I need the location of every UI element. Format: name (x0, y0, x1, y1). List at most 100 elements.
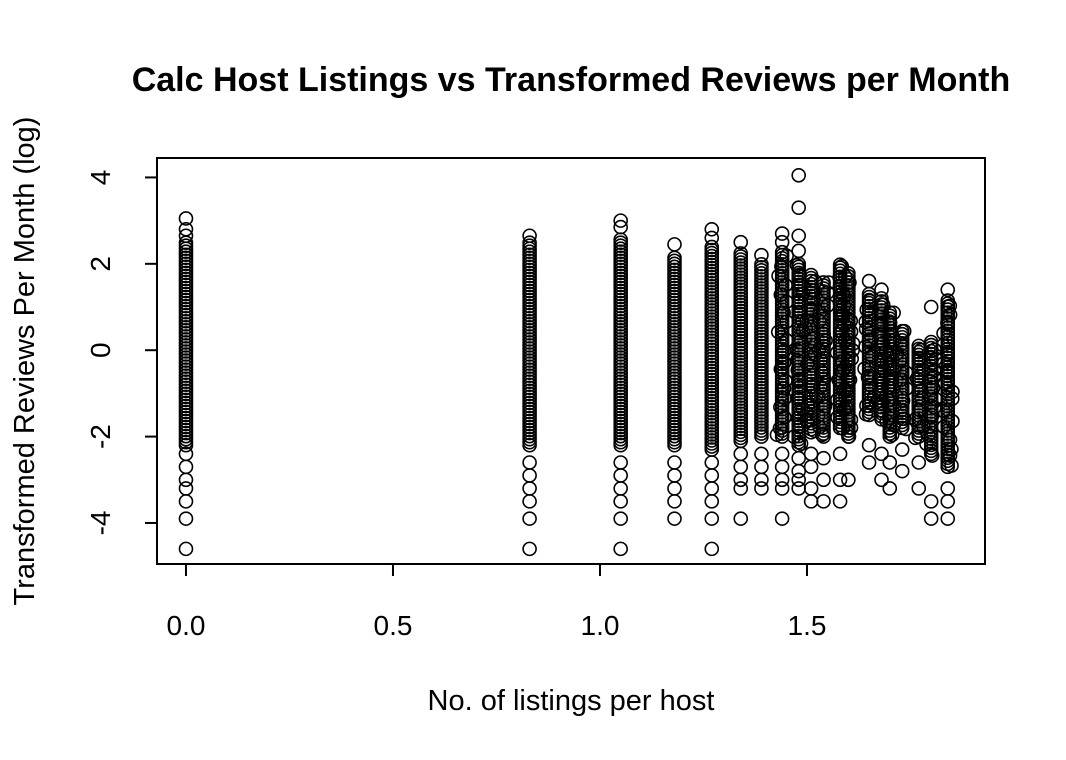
data-point (944, 441, 959, 457)
data-point (779, 248, 794, 264)
data-point (940, 511, 956, 526)
data-point (774, 472, 790, 488)
x-axis-label: No. of listings per host (428, 685, 715, 717)
data-point (704, 494, 720, 509)
data-point (940, 346, 955, 362)
data-point (667, 494, 682, 509)
data-point (843, 420, 859, 435)
data-point (754, 459, 769, 475)
data-point (799, 414, 815, 429)
data-point (836, 361, 852, 377)
data-point (613, 219, 628, 235)
data-point (874, 291, 889, 306)
data-point (836, 307, 851, 322)
data-point (816, 450, 831, 466)
data-point (613, 455, 628, 470)
data-point (945, 384, 960, 400)
data-point (754, 247, 769, 263)
y-tick-label: 0 (85, 342, 116, 358)
x-tick-label: 1.5 (788, 610, 827, 641)
data-point (774, 446, 790, 462)
data-point (178, 511, 194, 526)
data-point (800, 356, 815, 372)
data-point (789, 352, 805, 368)
data-point (791, 472, 807, 488)
data-point (832, 472, 848, 488)
data-point (838, 390, 853, 405)
data-point (791, 450, 807, 466)
data-point (861, 437, 877, 453)
data-point (921, 427, 936, 442)
data-point (773, 287, 789, 303)
data-point (798, 321, 814, 337)
data-point (861, 273, 877, 289)
data-point (704, 230, 720, 246)
data-point (789, 257, 805, 273)
data-point (874, 446, 889, 462)
data-point (704, 455, 720, 470)
data-point (733, 511, 749, 526)
data-point (776, 381, 792, 396)
data-point (859, 398, 874, 413)
data-point (812, 419, 827, 435)
data-point (812, 313, 827, 329)
data-point (733, 234, 749, 250)
data-point (799, 406, 815, 421)
data-point (884, 427, 900, 443)
data-point (816, 472, 831, 488)
data-point (836, 297, 852, 313)
data-point (754, 256, 769, 272)
data-point (178, 211, 194, 226)
data-point (838, 382, 854, 398)
data-point (886, 305, 901, 321)
data-point (857, 361, 872, 376)
data-point (774, 481, 790, 496)
data-point (874, 306, 890, 322)
data-point (858, 321, 874, 337)
data-point (843, 324, 859, 339)
data-point (522, 235, 537, 250)
y-tick-label: 4 (85, 170, 116, 186)
data-point (838, 400, 854, 416)
data-point (816, 275, 831, 290)
data-point (859, 302, 875, 318)
data-point (773, 361, 789, 377)
data-point (791, 228, 807, 244)
data-point (770, 324, 786, 340)
y-tick-label: -2 (85, 424, 116, 449)
data-point (613, 213, 628, 228)
data-point (841, 266, 856, 281)
data-point (791, 463, 807, 479)
data-point (936, 325, 951, 341)
data-point (754, 472, 769, 488)
data-point (919, 436, 934, 452)
data-point (522, 455, 537, 470)
data-point (813, 363, 829, 379)
data-point (704, 511, 720, 526)
data-point (803, 459, 819, 475)
data-point (816, 371, 832, 387)
x-axis: 0.0 0.5 1.0 1.5 (167, 563, 827, 641)
data-point (771, 268, 786, 284)
data-point (858, 406, 874, 422)
x-tick-label: 0.5 (374, 610, 413, 641)
data-point (774, 244, 790, 260)
data-point (942, 432, 958, 448)
data-point (789, 342, 805, 358)
data-point (733, 459, 749, 475)
data-point (923, 494, 939, 509)
data-point (894, 463, 910, 479)
data-point (522, 468, 537, 483)
data-point (667, 481, 682, 496)
data-point (522, 541, 537, 557)
data-point (818, 333, 833, 348)
data-point (911, 481, 927, 496)
y-axis-label: Transformed Reviews Per Month (log) (9, 117, 41, 606)
data-point (940, 315, 955, 331)
data-point (882, 315, 898, 331)
data-point (754, 446, 769, 462)
data-point (733, 246, 749, 261)
data-point (861, 455, 877, 470)
data-point (774, 234, 790, 250)
data-point (908, 411, 923, 427)
